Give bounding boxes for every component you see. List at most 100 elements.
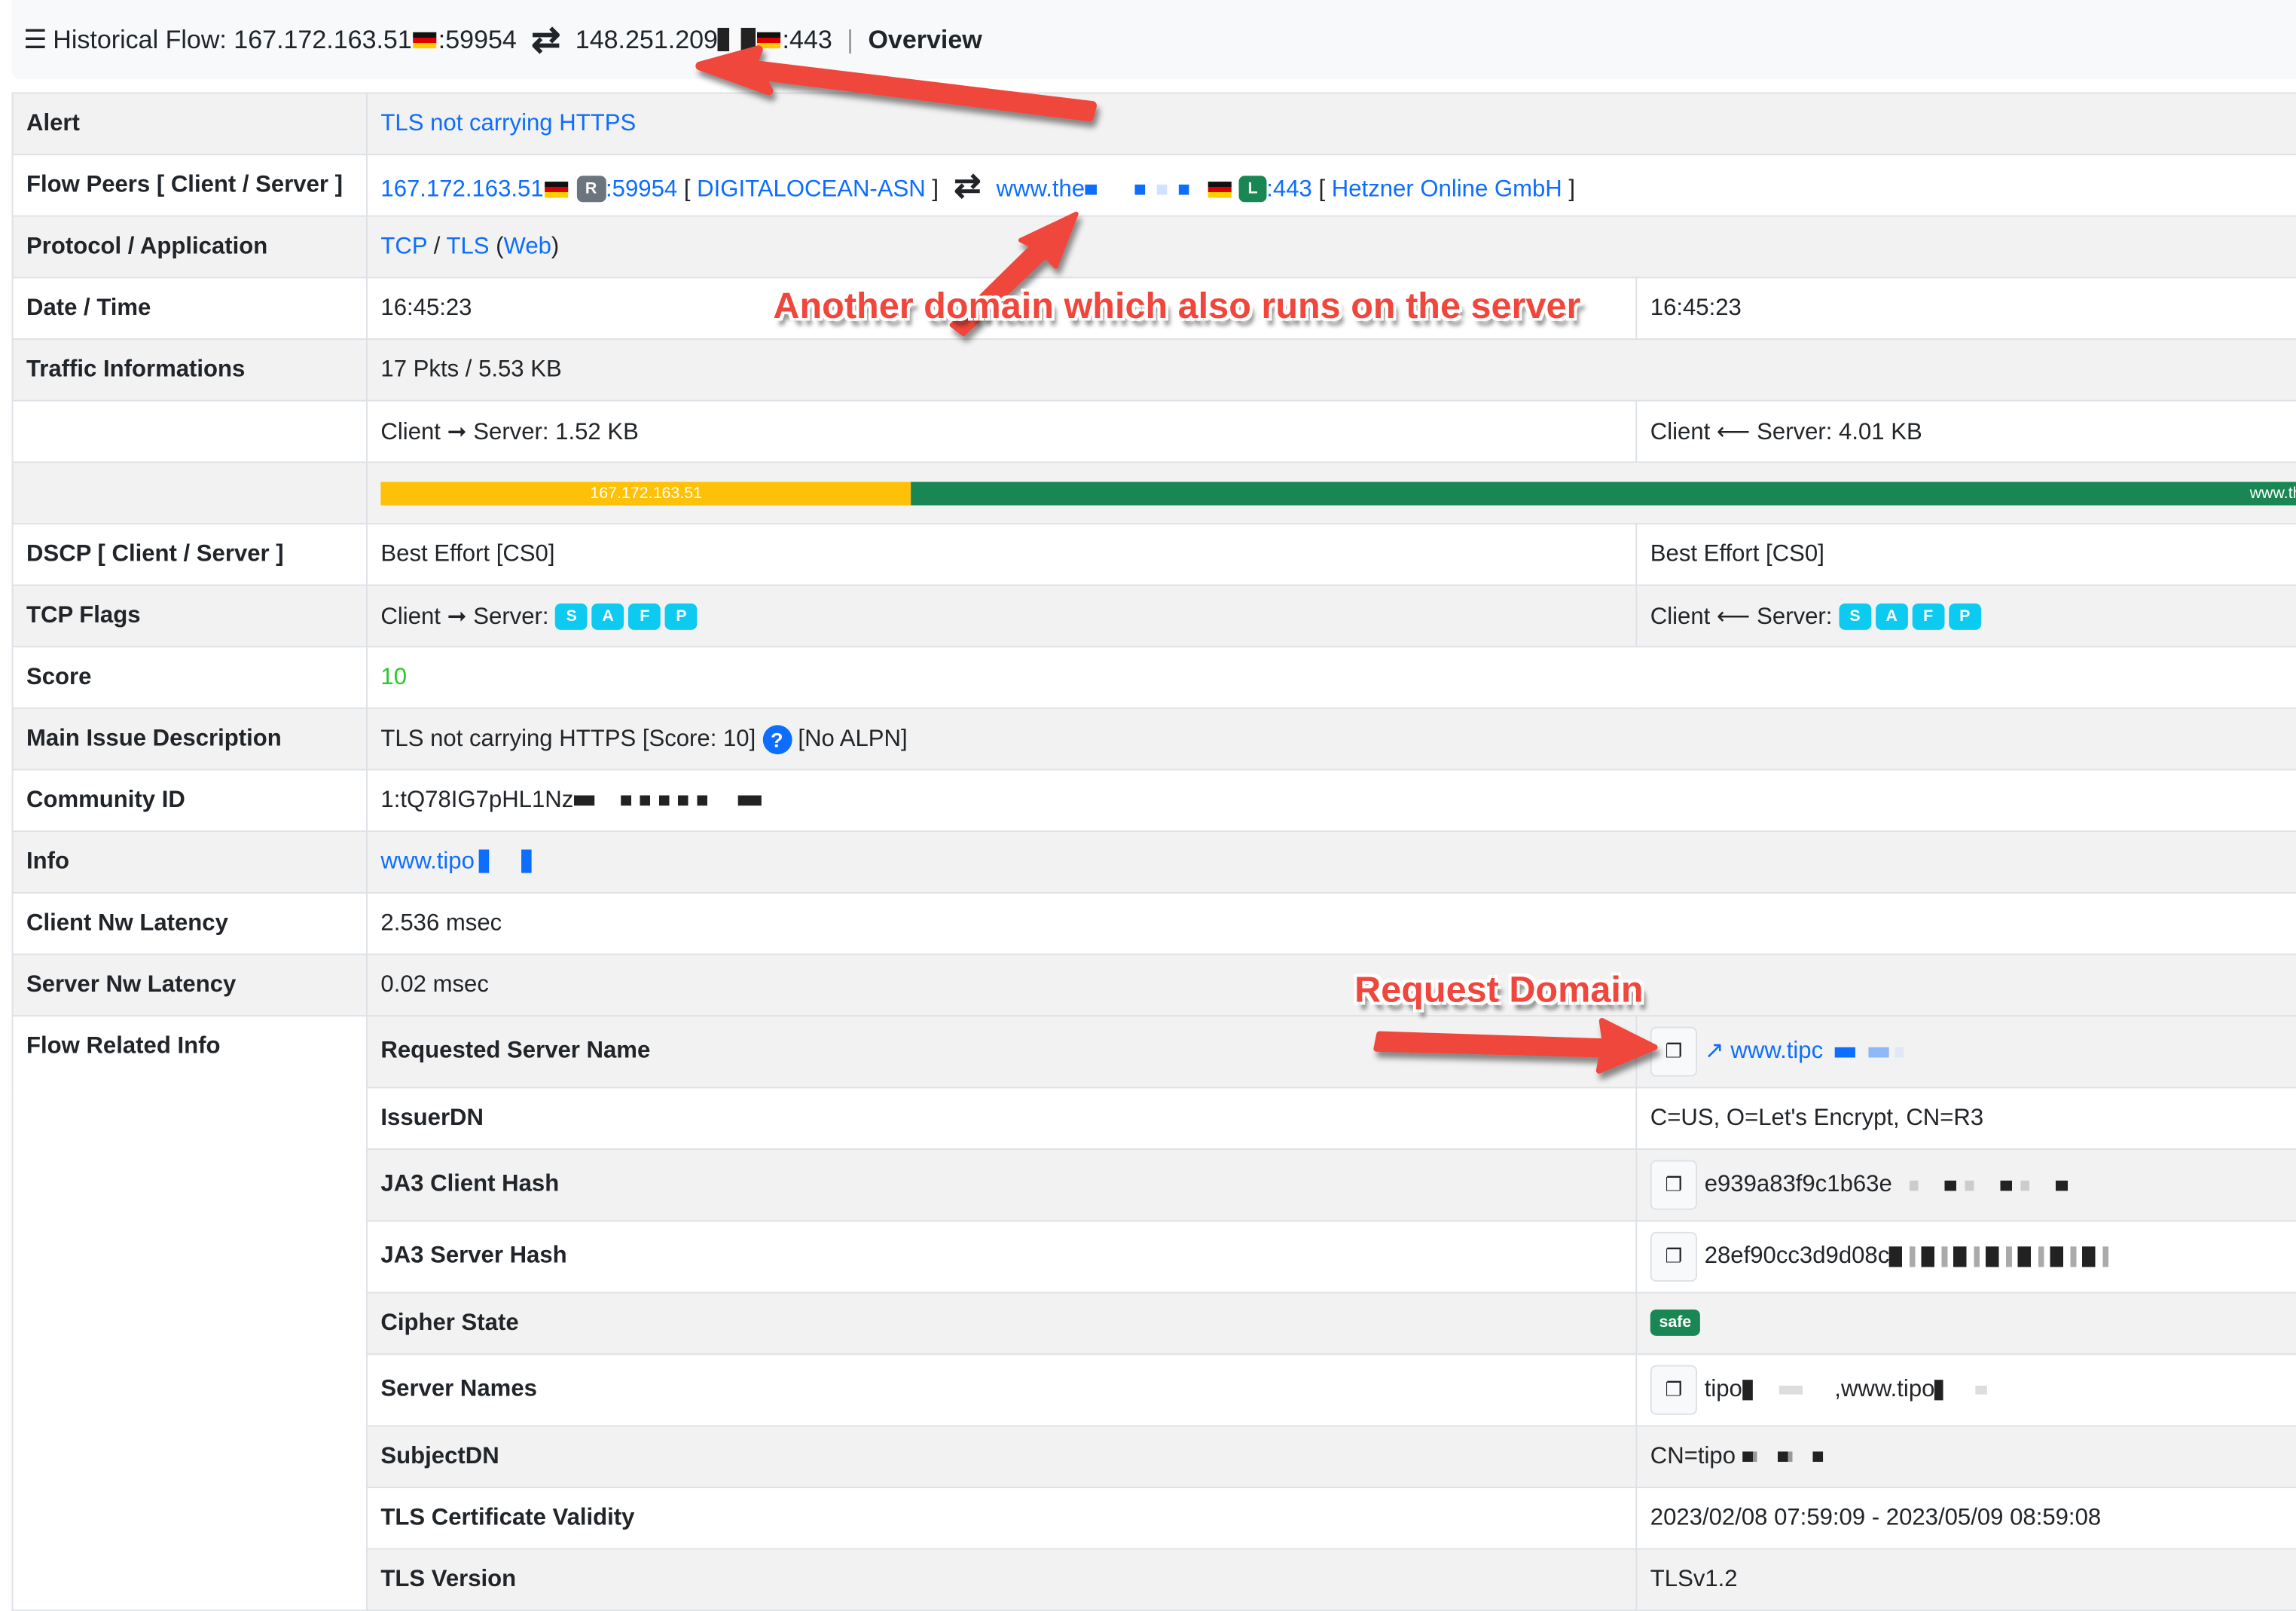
annotation-request-domain: Request Domain [1354,969,1644,1011]
copy-icon[interactable]: ❐ [1650,1231,1697,1282]
issue-text: TLS not carrying HTTPS [Score: 10] [380,726,756,751]
client-bar-segment: 167.172.163.51 [380,481,911,505]
redacted [741,27,756,52]
redacted [521,849,532,874]
tls-version: TLSv1.2 [1635,1548,2296,1611]
issue-extra: [No ALPN] [798,726,908,751]
row-alert: Alert TLS not carrying HTTPS [11,92,2296,156]
help-icon[interactable]: ? [762,724,792,754]
row-dscp: DSCP [ Client / Server ] Best Effort [CS0… [11,522,2296,586]
label: Traffic Informations [11,338,368,402]
server-names-2: ,www.tipo [1834,1377,1935,1402]
client-ip-link[interactable]: 167.172.163.51 [380,176,544,202]
redacted [1895,1046,1904,1057]
redacted [1742,1451,1823,1462]
flag-psh: P [1948,604,1981,631]
sub-label: Requested Server Name [365,1015,1638,1089]
l4-link[interactable]: TCP [380,234,428,259]
redacted [1889,1246,2109,1267]
issuer-dn: C=US, O=Let's Encrypt, CN=R3 [1635,1087,2296,1150]
annotation-server-domain: Another domain which also runs on the se… [773,286,1581,327]
sub-label: Cipher State [365,1292,1638,1356]
redacted [1179,184,1189,195]
client-port: :59954 [438,24,517,53]
sub-label: JA3 Client Hash [365,1148,1638,1222]
server-latency: 0.02 msec [365,953,2296,1017]
label: Community ID [11,769,368,833]
redacted [1778,1385,1803,1395]
server-bar-segment: www.the [911,481,2296,505]
flag-psh: P [664,604,698,631]
traffic-total: 17 Pkts / 5.53 KB [365,338,2296,402]
bracket: [ [683,176,691,202]
flag-syn: S [1839,604,1871,631]
server-asn-link[interactable]: Hetzner Online GmbH [1331,176,1562,202]
requested-server-name-link[interactable]: www.tipc [1730,1038,1824,1064]
flow-title: Historical Flow: 167.172.163.51 [53,24,412,53]
redacted [1910,1179,2071,1191]
redacted [1135,184,1146,195]
label: Score [11,646,368,709]
flag-de-icon [545,181,569,197]
label: Flow Peers [ Client / Server ] [11,154,368,217]
row-issuer: IssuerDN C=US, O=Let's Encrypt, CN=R3 [13,1087,2296,1150]
s2c-label: Client ⟵ Server: [1650,604,1833,629]
page-title: Overview [868,24,982,53]
redacted [1975,1385,1988,1395]
client-latency: 2.536 msec [365,891,2296,955]
server-port-link[interactable]: :443 [1266,176,1312,202]
redacted [573,795,594,806]
row-tls-version: TLS Version TLSv1.2 [13,1548,2296,1611]
label: Alert [11,92,368,156]
server-host-link[interactable]: www.the [996,176,1085,202]
redacted [1742,1380,1753,1401]
page-header: ☰ Historical Flow: 167.172.163.51 :59954… [11,0,2296,79]
flag-syn: S [555,604,588,631]
sub-label: IssuerDN [365,1087,1638,1150]
server-ip: 148.251.209 [575,24,718,53]
bracket: ] [1568,176,1576,202]
cert-validity: 2023/02/08 07:59:09 - 2023/05/09 08:59:0… [1635,1487,2296,1550]
label: DSCP [ Client / Server ] [11,522,368,586]
bracket: [ [1318,176,1326,202]
client-port-link[interactable]: :59954 [606,176,678,202]
flow-details-table: Alert TLS not carrying HTTPS Flow Peers [… [11,92,2296,1611]
row-ja3c: JA3 Client Hash ❐ e939a83f9c1b63e [13,1148,2296,1222]
menu-icon[interactable]: ☰ [23,24,47,53]
sub-label: Server Names [365,1353,1638,1427]
label: Main Issue Description [11,707,368,771]
last-seen: 16:45:23 [1635,277,2296,340]
row-traffic-direction: Client ➞ Server: 1.52 KB Client ⟵ Server:… [11,399,2296,463]
copy-icon[interactable]: ❐ [1650,1365,1697,1415]
ja3-client-hash: e939a83f9c1b63e [1704,1172,1892,1197]
copy-icon[interactable]: ❐ [1650,1026,1697,1077]
label: Flow Related Info [11,1015,368,1611]
flag-fin: F [1912,604,1945,631]
c2s-label: Client ➞ Server: [380,604,549,629]
row-score: Score 10 [11,646,2296,709]
label: Client Nw Latency [11,891,368,955]
alert-link[interactable]: TLS not carrying HTTPS [380,110,637,136]
redacted [621,795,709,806]
row-issue: Main Issue Description TLS not carrying H… [11,707,2296,771]
server-port: :443 [782,24,832,53]
info-link[interactable]: www.tipo [380,848,475,874]
row-subject: SubjectDN CN=tipo [13,1425,2296,1489]
copy-icon[interactable]: ❐ [1650,1160,1697,1210]
dscp-client: Best Effort [CS0] [365,522,1638,586]
slash: / [433,234,441,259]
client-asn-link[interactable]: DIGITALOCEAN-ASN [697,176,926,202]
flag-de-icon [757,31,781,48]
separator: | [847,24,854,53]
flag-ack: A [591,604,624,631]
redacted [1868,1046,1889,1057]
flag-de-icon [1208,181,1232,197]
l7-link[interactable]: TLS [446,234,490,259]
redacted [1934,1380,1944,1401]
redacted [1157,184,1168,195]
row-traffic: Traffic Informations 17 Pkts / 5.53 KB [11,338,2296,402]
ja3-server-hash: 28ef90cc3d9d08c [1704,1243,1890,1269]
external-link-icon[interactable]: ↗ [1704,1038,1724,1064]
app-link[interactable]: Web [503,234,551,259]
